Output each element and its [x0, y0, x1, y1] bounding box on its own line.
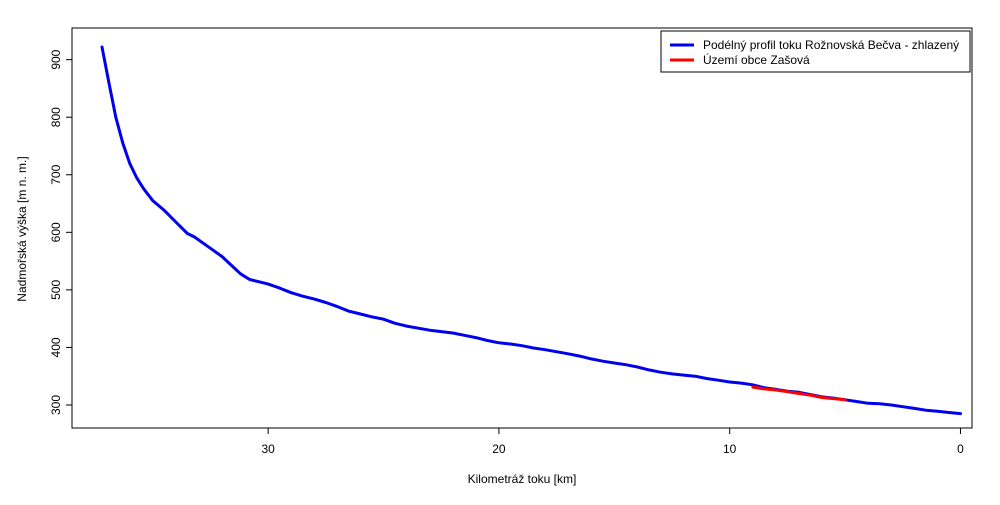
legend: Podélný profil toku Rožnovská Bečva - zh…: [660, 30, 971, 73]
x-axis-label: Kilometráž toku [km]: [468, 472, 577, 486]
series-line-0: [100, 45, 962, 416]
y-axis-label: Nadmořská výška [m n. m.]: [15, 156, 29, 301]
y-tick-label: 900: [49, 49, 63, 69]
y-tick-label: 500: [49, 280, 63, 300]
series-line-1: [751, 385, 847, 402]
legend-box: [660, 30, 971, 73]
y-axis: 300 400 500 600 700 800 900: [49, 49, 72, 415]
x-tick-label: 20: [492, 442, 506, 456]
x-tick-label: 30: [261, 442, 275, 456]
y-tick-label: 800: [49, 107, 63, 127]
y-tick-label: 400: [49, 337, 63, 357]
x-tick-label: 10: [723, 442, 737, 456]
series-layer: [100, 45, 962, 416]
legend-label-series-0: Podélný profil toku Rožnovská Bečva - zh…: [703, 38, 959, 52]
plot-frame: [71, 27, 973, 429]
y-tick-label: 700: [49, 164, 63, 184]
y-tick-label: 300: [49, 395, 63, 415]
y-tick-label: 600: [49, 222, 63, 242]
legend-label-series-1: Území obce Zašová: [703, 52, 810, 67]
x-axis: 30 20 10 0: [261, 428, 964, 456]
x-tick-label: 0: [957, 442, 964, 456]
